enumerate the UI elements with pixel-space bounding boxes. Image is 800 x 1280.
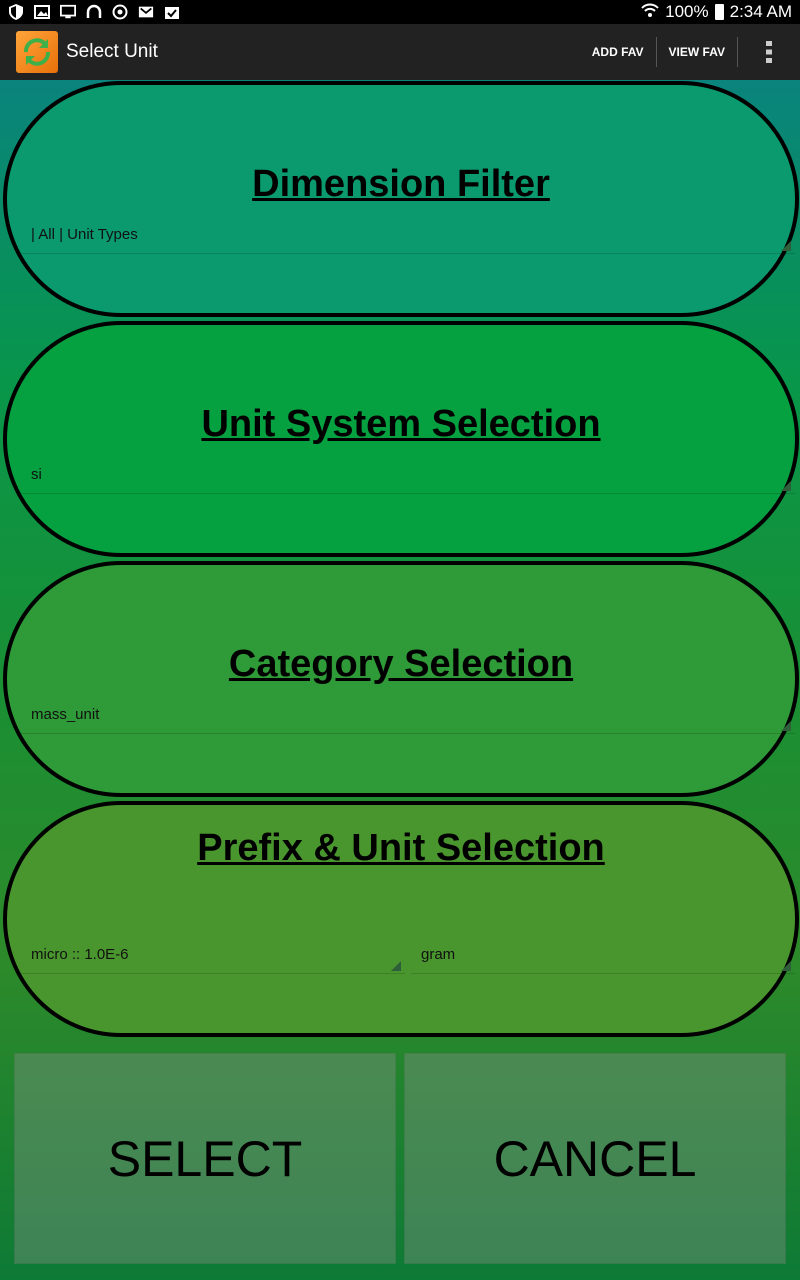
category-value: mass_unit [31,706,100,723]
unit-value: gram [421,946,456,963]
dimension-filter-title: Dimension Filter [252,163,550,205]
gmail-icon [138,4,154,20]
unit-system-title: Unit System Selection [201,403,601,445]
action-bar: Select Unit ADD FAV VIEW FAV [0,24,800,80]
action-divider [737,37,738,67]
dropdown-arrow-icon [781,721,791,731]
clock: 2:34 AM [729,2,792,21]
unit-system-spinner[interactable]: si [21,462,795,494]
unit-spinner[interactable]: gram [411,942,795,974]
sync-circle-icon [112,4,128,20]
status-bar: 100% 2:34 AM [0,0,800,24]
prefix-unit-title: Prefix & Unit Selection [197,827,605,869]
app-logo-icon[interactable] [16,31,58,73]
dimension-filter-value: | All | Unit Types [31,226,138,243]
wifi-icon [641,2,659,23]
dropdown-arrow-icon [781,241,791,251]
prefix-value: micro :: 1.0E-6 [31,946,129,963]
cancel-button[interactable]: CANCEL [404,1053,786,1264]
prefix-unit-card: Prefix & Unit Selection micro :: 1.0E-6 … [3,801,799,1037]
battery-icon [714,4,724,20]
select-button[interactable]: SELECT [14,1053,396,1264]
battery-percent: 100% [665,2,709,21]
category-title: Category Selection [228,643,574,685]
monitor-icon [60,4,76,20]
clipboard-check-icon [164,4,180,20]
category-spinner[interactable]: mass_unit [21,702,795,734]
dropdown-arrow-icon [391,961,401,971]
overflow-menu-icon[interactable] [738,24,800,80]
headphones-icon [86,4,102,20]
view-fav-button[interactable]: VIEW FAV [668,45,725,59]
dimension-filter-card: Dimension Filter | All | Unit Types [3,81,799,317]
add-fav-button[interactable]: ADD FAV [591,45,644,59]
image-icon [34,4,50,20]
prefix-spinner[interactable]: micro :: 1.0E-6 [21,942,405,974]
unit-system-card: Unit System Selection si [3,321,799,557]
unit-system-value: si [31,466,42,483]
category-card: Category Selection mass_unit [3,561,799,797]
action-divider [655,37,657,67]
dropdown-arrow-icon [781,481,791,491]
shield-icon [8,4,24,20]
screen-title: Select Unit [66,41,158,62]
notification-icons [8,4,180,20]
dropdown-arrow-icon [781,961,791,971]
dimension-filter-spinner[interactable]: | All | Unit Types [21,222,795,254]
